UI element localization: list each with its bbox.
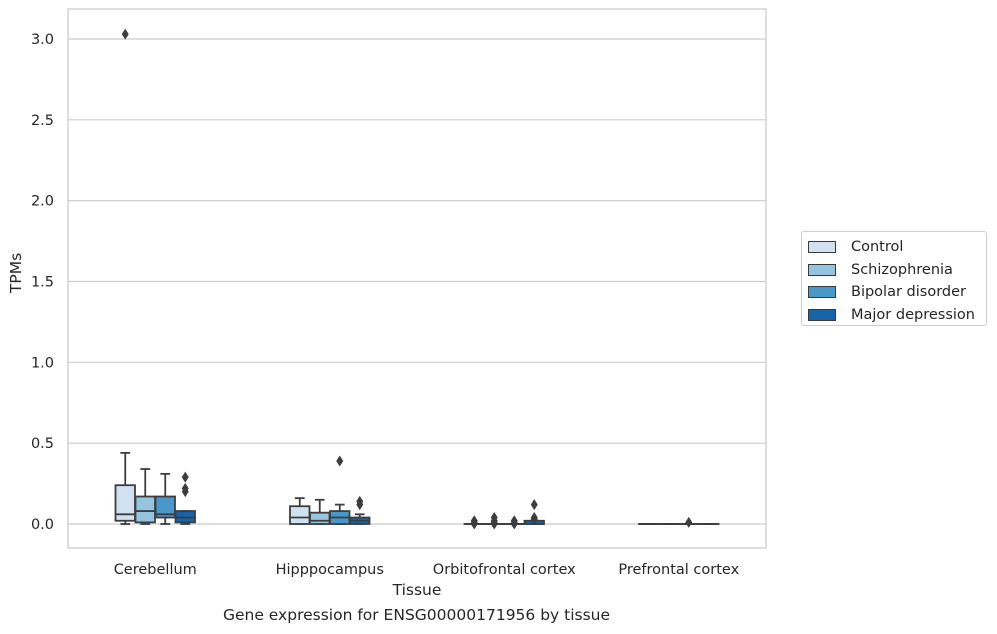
y-tick-label: 3.0 — [31, 32, 54, 48]
outlier-point — [181, 482, 189, 494]
box-schizophrenia — [483, 512, 505, 530]
outlier-point — [685, 516, 693, 528]
legend-swatch — [808, 241, 836, 254]
y-tick-label: 0.5 — [31, 436, 54, 452]
outlier-point — [356, 495, 364, 507]
box-control — [463, 515, 485, 530]
plot-frame — [67, 8, 767, 549]
y-tick-label: 2.5 — [31, 113, 54, 129]
legend: Control Schizophrenia Bipolar disorder Majo… — [801, 231, 987, 326]
chart-caption: Gene expression for ENSG00000171956 by t… — [222, 606, 611, 624]
y-tick-label: 1.0 — [31, 355, 54, 371]
outlier-point — [530, 499, 538, 511]
x-axis-label: Tissue — [392, 581, 442, 599]
box-plot-series — [114, 28, 720, 530]
box-major-depression — [174, 471, 196, 525]
box-body — [309, 511, 331, 525]
box-major-depression — [523, 499, 545, 525]
box-bipolar-disorder — [678, 516, 700, 528]
legend-label: Major depression — [851, 306, 975, 323]
outlier-point — [510, 515, 518, 527]
legend-swatch — [808, 308, 836, 321]
box-body — [114, 484, 136, 522]
box-body — [134, 495, 156, 524]
x-tick-label: Prefrontal cortex — [618, 562, 739, 578]
box-body — [154, 495, 176, 519]
y-tick-label: 0.0 — [31, 517, 54, 533]
box-schizophrenia — [309, 498, 331, 525]
box-bipolar-disorder — [329, 455, 351, 525]
box-bipolar-disorder — [154, 472, 176, 525]
box-major-depression — [349, 495, 371, 525]
y-axis-label: TPMs — [7, 253, 25, 294]
outlier-point — [336, 455, 344, 467]
legend-label: Schizophrenia — [851, 261, 953, 278]
legend-item: Schizophrenia — [808, 259, 986, 282]
legend-items: Control Schizophrenia Bipolar disorder Majo… — [808, 236, 986, 326]
outlier-point — [530, 512, 538, 524]
x-tick-label: Orbitofrontal cortex — [433, 562, 576, 578]
box-control — [114, 28, 136, 525]
outlier-point — [490, 512, 498, 524]
y-tick-label: 2.0 — [31, 194, 54, 210]
x-tick-label: Hipppocampus — [276, 562, 384, 578]
legend-item: Major depression — [808, 304, 986, 327]
legend-label: Control — [851, 239, 904, 256]
legend-swatch — [808, 263, 836, 276]
legend-item: Control — [808, 236, 986, 259]
outlier-point — [121, 28, 129, 40]
box-body — [289, 505, 311, 525]
legend-label: Bipolar disorder — [851, 284, 966, 301]
x-tick-labels: Cerebellum Hipppocampus Orbitofrontal cort… — [114, 562, 740, 578]
box-control — [289, 497, 311, 525]
y-tick-labels: 0.0 0.5 1.0 1.5 2.0 2.5 3.0 — [31, 32, 54, 533]
box-bipolar-disorder — [503, 515, 525, 530]
y-tick-label: 1.5 — [31, 275, 54, 291]
x-tick-label: Cerebellum — [114, 562, 197, 578]
box-schizophrenia — [134, 468, 156, 525]
outlier-point — [470, 515, 478, 527]
legend-item: Bipolar disorder — [808, 281, 986, 304]
outlier-point — [181, 471, 189, 483]
gridlines — [68, 38, 766, 525]
legend-swatch — [808, 286, 836, 299]
